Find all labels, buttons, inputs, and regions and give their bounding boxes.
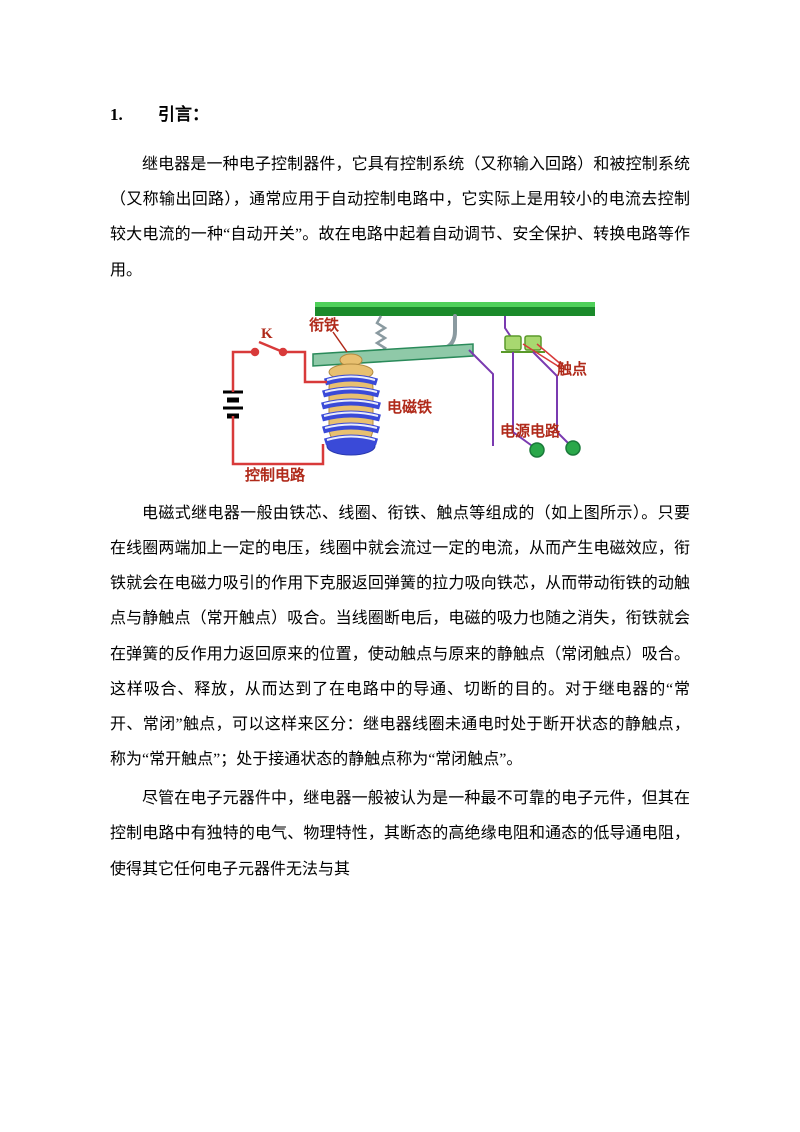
contacts-label: 触点 [557,358,587,379]
relay-diagram: 衔铁 K 触点 电磁铁 电源电路 控制电路 [205,296,595,486]
paragraph-1: 继电器是一种电子控制器件，它具有控制系统（又称输入回路）和被控制系统（又称输出回… [110,147,690,288]
electromagnet-label: 电磁铁 [387,396,432,417]
heading-number: 1. [110,105,158,125]
control-circuit-label: 控制电路 [245,464,305,485]
paragraph-3: 尽管在电子元器件中，继电器一般被认为是一种最不可靠的电子元件，但其在控制电路中有… [110,781,690,887]
section-heading: 1.引言： [110,100,690,125]
switch-label: K [261,326,273,343]
armature-label: 衔铁 [309,314,339,335]
heading-title: 引言： [158,105,209,124]
power-circuit-label: 电源电路 [500,420,560,441]
paragraph-2: 电磁式继电器一般由铁芯、线圈、衔铁、触点等组成的（如上图所示）。只要在线圈两端加… [110,496,690,778]
